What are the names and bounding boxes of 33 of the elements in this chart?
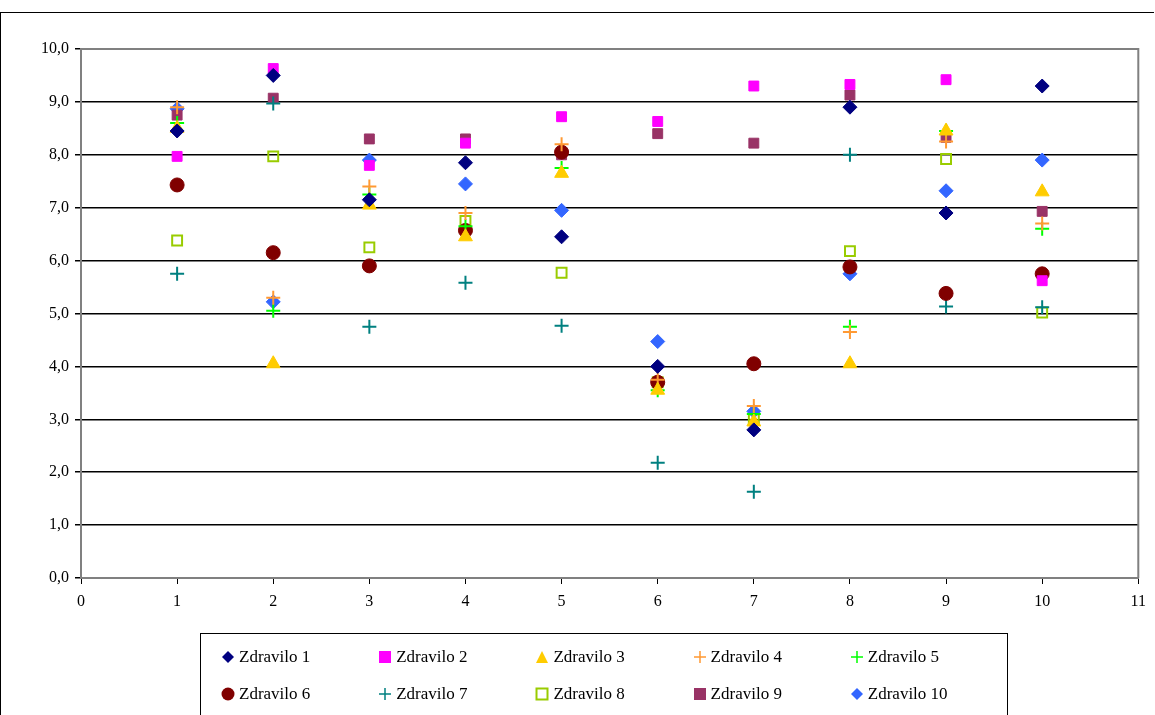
y-tick-label: 9,0 (49, 92, 69, 110)
x-tick-label: 0 (77, 591, 85, 609)
x-tick-label: 1 (173, 591, 182, 609)
legend-label: Zdravilo 1 (239, 647, 311, 667)
x-tick-label: 6 (653, 591, 662, 609)
x-tick-label: 3 (365, 591, 374, 609)
legend-label: Zdravilo 10 (867, 683, 948, 704)
y-tick-label: 6,0 (49, 250, 69, 268)
legend-label: Zdravilo 8 (553, 683, 625, 704)
legend-label: Zdravilo 4 (710, 647, 782, 667)
y-tick-label: 4,0 (49, 356, 69, 374)
y-tick-label: 2,0 (49, 462, 69, 480)
y-tick-label: 3,0 (49, 409, 69, 427)
x-tick-label: 2 (269, 591, 278, 609)
legend-label: Zdravilo 2 (396, 647, 468, 667)
legend-label: Zdravilo 3 (553, 647, 625, 667)
x-tick-label: 7 (749, 591, 758, 609)
x-tick-label: 8 (845, 591, 854, 609)
x-tick-label: 11 (1130, 591, 1146, 609)
legend-label: Zdravilo 9 (710, 683, 782, 704)
y-tick-label: 10,0 (41, 39, 69, 57)
legend-label: Zdravilo 6 (239, 683, 311, 704)
x-tick-label: 5 (557, 591, 566, 609)
x-tick-label: 9 (942, 591, 951, 609)
legend-label: Zdravilo 7 (396, 683, 468, 704)
y-tick-label: 8,0 (49, 145, 69, 162)
x-tick-label: 4 (461, 591, 470, 609)
y-tick-label: 0,0 (49, 568, 69, 586)
legend-label: Zdravilo 5 (867, 647, 940, 667)
x-tick-label: 10 (1034, 591, 1051, 609)
y-tick-label: 1,0 (49, 515, 69, 533)
y-tick-label: 7,0 (49, 197, 69, 215)
y-tick-label: 5,0 (49, 303, 69, 321)
